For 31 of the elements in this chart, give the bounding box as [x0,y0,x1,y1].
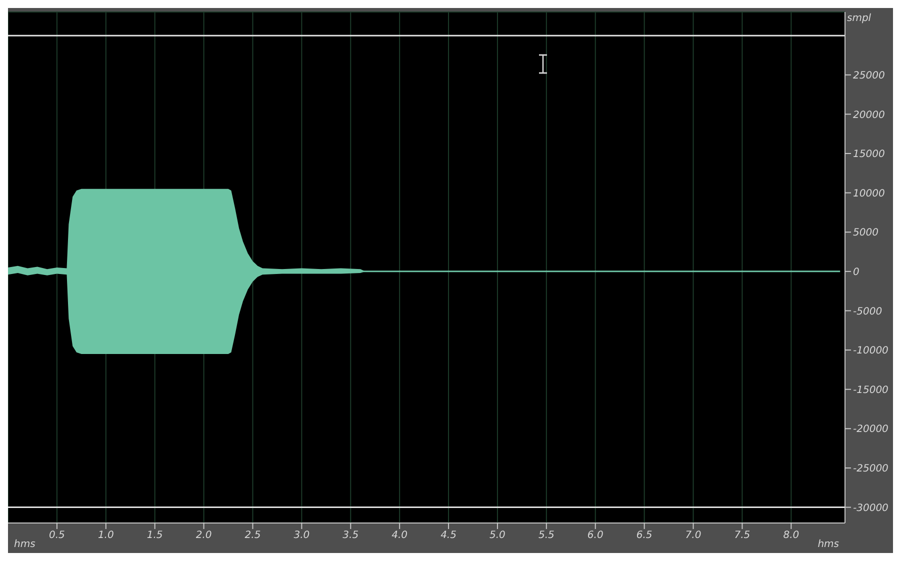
x-tick-label: 0.5 [48,530,65,542]
y-tick-label: -25000 [853,464,888,475]
x-tick-label: 7.0 [685,530,702,542]
x-tick-label: 4.0 [392,530,408,542]
x-tick-label: 5.0 [490,530,506,542]
y-tick-label: -30000 [853,502,888,514]
y-tick-label: 5000 [853,228,878,239]
x-tick-label: 4.5 [440,530,456,542]
y-tick-label: -15000 [853,384,888,396]
x-tick-label: 5.5 [538,530,554,542]
x-tick-label: 3.5 [342,530,359,542]
x-tick-label: 2.0 [196,530,212,542]
x-tick-label: 2.5 [244,530,261,542]
x-tick-label: 7.5 [734,530,750,542]
x-tick-label: 3.0 [294,530,310,542]
x-tick-label: 8.0 [783,530,800,542]
x-tick-label: 6.5 [636,530,652,542]
y-tick-label: 0 [853,266,860,278]
y-tick-label: 25000 [853,70,885,82]
y-tick-label: 15000 [853,149,885,160]
y-tick-label: 20000 [853,110,885,121]
x-axis-title: hms [14,539,36,550]
x-tick-label: 1.5 [146,530,163,542]
x-tick-label: 6.0 [587,530,604,542]
x-tick-label: 1.0 [98,530,114,542]
text: hms [818,539,839,550]
y-axis-title: smpl [847,13,872,24]
y-tick-label: -20000 [853,424,888,436]
y-tick-label: 10000 [853,188,885,200]
y-tick-label: -10000 [853,346,888,357]
y-tick-label: -5000 [853,306,882,318]
